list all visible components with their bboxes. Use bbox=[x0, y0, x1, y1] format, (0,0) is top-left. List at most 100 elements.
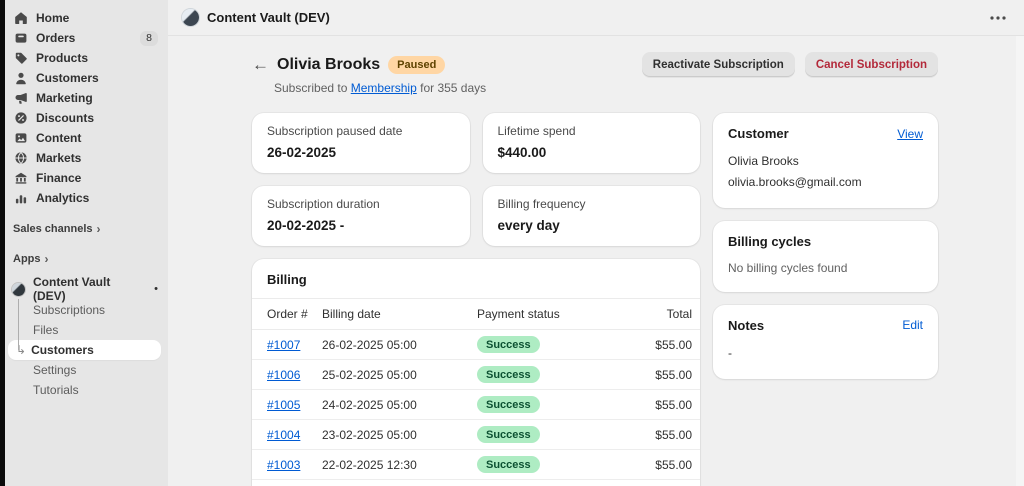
app-title: Content Vault (DEV) bbox=[207, 10, 330, 25]
sales-channels-label: Sales channels bbox=[13, 223, 93, 235]
sidebar-item-label: Discounts bbox=[36, 111, 95, 125]
billing-cycles-empty-message: No billing cycles found bbox=[728, 261, 848, 275]
billing-date-cell: 22-02-2025 12:30 bbox=[322, 449, 477, 480]
app-pin-dot-icon: • bbox=[154, 283, 158, 295]
app-topbar: Content Vault (DEV) bbox=[168, 0, 1024, 36]
apps-label: Apps bbox=[13, 253, 41, 265]
billing-cycles-card: Billing cycles No billing cycles found bbox=[713, 221, 938, 292]
sidebar-item-products[interactable]: Products bbox=[5, 48, 168, 68]
tree-connector bbox=[18, 299, 19, 350]
payment-status-badge: Success bbox=[477, 336, 540, 353]
sidebar-item-finance[interactable]: Finance bbox=[5, 168, 168, 188]
main-nav: Home Orders 8 Products Customers Marketi… bbox=[5, 8, 168, 208]
markets-globe-icon bbox=[14, 151, 28, 165]
customer-email: olivia.brooks@gmail.com bbox=[728, 175, 862, 189]
main-area: Content Vault (DEV) ← Olivia Brooks Paus… bbox=[168, 0, 1024, 486]
total-cell: $55.00 bbox=[618, 479, 700, 486]
stat-card-billing-frequency: Billing frequency every day bbox=[482, 186, 700, 246]
total-cell: $55.00 bbox=[618, 389, 700, 420]
table-row: #1002 22-02-2025 05:00 Success $55.00 bbox=[252, 479, 700, 486]
customer-card: Customer View Olivia Brooks olivia.brook… bbox=[713, 113, 938, 208]
notes-title: Notes bbox=[728, 317, 765, 333]
payment-status-badge: Success bbox=[477, 456, 540, 473]
sub-item-label: Tutorials bbox=[33, 383, 79, 397]
sidebar-item-label: Markets bbox=[36, 151, 82, 165]
apps-header[interactable]: Apps › bbox=[5, 253, 168, 265]
view-customer-link[interactable]: View bbox=[897, 126, 923, 141]
sales-channels-header[interactable]: Sales channels › bbox=[5, 223, 168, 235]
sidebar-item-orders[interactable]: Orders 8 bbox=[5, 28, 168, 48]
order-link[interactable]: #1005 bbox=[267, 397, 301, 412]
sidebar-item-files[interactable]: Files bbox=[8, 320, 161, 340]
table-header-row: Order # Billing date Payment status Tota… bbox=[252, 299, 700, 330]
stat-card-duration: Subscription duration 20-02-2025 - bbox=[252, 186, 470, 246]
sidebar-item-markets[interactable]: Markets bbox=[5, 148, 168, 168]
content-vault-app-icon bbox=[12, 282, 25, 296]
billing-date-cell: 25-02-2025 05:00 bbox=[322, 359, 477, 390]
scrollbar-track[interactable] bbox=[1016, 36, 1024, 486]
table-row: #1004 23-02-2025 05:00 Success $55.00 bbox=[252, 419, 700, 450]
stat-value: $440.00 bbox=[497, 145, 547, 160]
back-button[interactable]: ← bbox=[252, 55, 269, 74]
billing-table: Order # Billing date Payment status Tota… bbox=[252, 299, 700, 486]
sidebar-item-tutorials[interactable]: Tutorials bbox=[8, 380, 161, 400]
billing-card: Billing Order # Billing date Payment sta… bbox=[252, 259, 700, 486]
sidebar-item-content-vault-app[interactable]: Content Vault (DEV) • bbox=[5, 275, 168, 303]
orders-count-badge: 8 bbox=[140, 30, 158, 46]
stat-value: every day bbox=[497, 218, 560, 233]
sidebar-item-label: Marketing bbox=[36, 91, 93, 105]
status-badge: Paused bbox=[388, 55, 446, 74]
table-row: #1006 25-02-2025 05:00 Success $55.00 bbox=[252, 359, 700, 390]
analytics-bars-icon bbox=[14, 191, 28, 205]
order-link[interactable]: #1007 bbox=[267, 337, 301, 352]
stat-card-lifetime-spend: Lifetime spend $440.00 bbox=[482, 113, 700, 173]
app-name-label: Content Vault (DEV) bbox=[33, 275, 111, 303]
cancel-subscription-button[interactable]: Cancel Subscription bbox=[804, 52, 938, 77]
payment-status-badge: Success bbox=[477, 426, 540, 443]
sidebar-item-label: Products bbox=[36, 51, 89, 65]
column-header-order: Order # bbox=[252, 299, 322, 330]
subtitle-suffix: for 355 days bbox=[420, 81, 487, 95]
order-link[interactable]: #1004 bbox=[267, 427, 301, 442]
sidebar-item-customers[interactable]: Customers bbox=[5, 68, 168, 88]
table-row: #1003 22-02-2025 12:30 Success $55.00 bbox=[252, 449, 700, 480]
sidebar-item-content[interactable]: Content bbox=[5, 128, 168, 148]
edit-notes-link[interactable]: Edit bbox=[902, 318, 923, 333]
reactivate-subscription-button[interactable]: Reactivate Subscription bbox=[641, 52, 795, 77]
orders-icon bbox=[14, 31, 28, 45]
sidebar: Home Orders 8 Products Customers Marketi… bbox=[5, 0, 168, 486]
sub-item-label: Files bbox=[33, 323, 59, 337]
page-actions: Reactivate Subscription Cancel Subscript… bbox=[641, 52, 938, 77]
customers-icon bbox=[14, 71, 28, 85]
billing-date-cell: 23-02-2025 05:00 bbox=[322, 419, 477, 450]
sidebar-item-customers-app[interactable]: ↳ Customers bbox=[8, 340, 161, 360]
stat-value: 26-02-2025 bbox=[267, 145, 337, 160]
order-link[interactable]: #1006 bbox=[267, 367, 301, 382]
sidebar-item-label: Content bbox=[36, 131, 82, 145]
stat-label: Subscription paused date bbox=[267, 124, 403, 138]
sub-item-label: Settings bbox=[33, 363, 77, 377]
sidebar-item-label: Analytics bbox=[36, 191, 90, 205]
payment-status-badge: Success bbox=[477, 366, 540, 383]
sidebar-item-settings[interactable]: Settings bbox=[8, 360, 161, 380]
subtitle-prefix: Subscribed to bbox=[274, 81, 348, 95]
right-column: Customer View Olivia Brooks olivia.brook… bbox=[713, 113, 938, 486]
billing-date-cell: 22-02-2025 05:00 bbox=[322, 479, 477, 486]
stats-grid: Subscription paused date 26-02-2025 Life… bbox=[252, 113, 700, 246]
sidebar-item-subscriptions[interactable]: Subscriptions bbox=[8, 300, 161, 320]
table-row: #1005 24-02-2025 05:00 Success $55.00 bbox=[252, 389, 700, 420]
more-options-icon[interactable] bbox=[986, 12, 1010, 24]
marketing-megaphone-icon bbox=[14, 91, 28, 105]
app-nav-block: Content Vault (DEV) • Subscriptions File… bbox=[5, 275, 168, 400]
sidebar-item-analytics[interactable]: Analytics bbox=[5, 188, 168, 208]
chevron-right-icon: › bbox=[96, 222, 101, 236]
order-link[interactable]: #1003 bbox=[267, 457, 301, 472]
discounts-percent-icon bbox=[14, 111, 28, 125]
title-row: ← Olivia Brooks Paused Reactivate Subscr… bbox=[252, 52, 938, 77]
sidebar-item-marketing[interactable]: Marketing bbox=[5, 88, 168, 108]
app-logo-icon bbox=[182, 9, 199, 26]
sub-item-label: Customers bbox=[31, 343, 94, 357]
membership-link[interactable]: Membership bbox=[350, 81, 417, 95]
sidebar-item-home[interactable]: Home bbox=[5, 8, 168, 28]
sidebar-item-discounts[interactable]: Discounts bbox=[5, 108, 168, 128]
